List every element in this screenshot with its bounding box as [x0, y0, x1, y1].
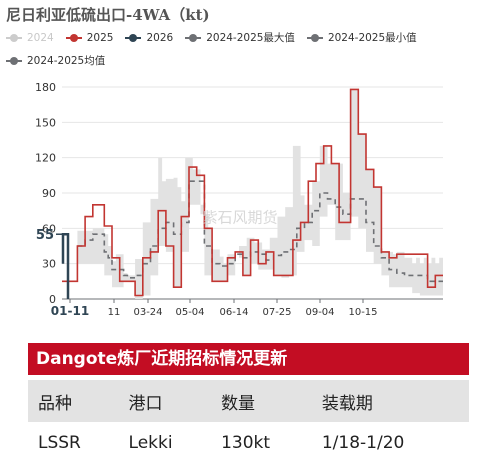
latest-value-label: 55: [36, 228, 54, 243]
x-tick-label: 10-15: [348, 307, 377, 318]
series-2026-line: [61, 232, 70, 299]
series-2025-line: [62, 88, 443, 297]
legend-swatch: [125, 33, 142, 43]
x-tick-label: 01-11: [51, 304, 89, 318]
y-tick-label: 0: [49, 293, 56, 306]
legend-row-2: 2024-2025均值: [6, 53, 117, 68]
y-tick-label: 30: [42, 258, 56, 271]
y-tick-label: 90: [42, 187, 56, 200]
table-cell: Lekki: [118, 422, 212, 464]
table-cell: 1/18-1/20: [311, 422, 469, 464]
table-title: Dangote炼厂近期招标情况更新: [28, 343, 469, 375]
mean-line: [77, 180, 443, 283]
x-tick-label: 05-04: [175, 307, 204, 318]
x-tick-label: 06-14: [219, 307, 248, 318]
tender-table: 品种 港口 数量 装载期 LSSR Lekki 130kt 1/18-1/20: [28, 380, 469, 464]
legend-item-min[interactable]: 2024-2025最小值: [306, 30, 417, 45]
x-tick-label: 03-24: [133, 307, 162, 318]
legend-item-2025[interactable]: 2025: [65, 32, 113, 44]
y-tick-label: 60: [42, 222, 56, 235]
y-tick-label: 180: [35, 81, 56, 94]
watermark-text: 紫石风期货: [202, 208, 277, 226]
legend-swatch: [185, 33, 202, 43]
column-header: 港口: [118, 380, 212, 422]
table-header-row: 品种 港口 数量 装载期: [28, 380, 469, 422]
legend-item-2026[interactable]: 2026: [125, 32, 173, 44]
y-tick-label: 150: [35, 116, 56, 129]
legend-item-max[interactable]: 2024-2025最大值: [185, 30, 295, 45]
legend-item-mean[interactable]: 2024-2025均值: [6, 53, 105, 68]
table-row: LSSR Lekki 130kt 1/18-1/20: [28, 422, 469, 464]
legend-item-2024[interactable]: 2024: [6, 32, 54, 44]
x-tick-label: 09-04: [305, 307, 334, 318]
legend-swatch: [6, 33, 22, 43]
x-tick-label: 07-25: [262, 307, 291, 318]
legend-swatch: [306, 33, 323, 43]
table-cell: LSSR: [28, 422, 119, 464]
legend-swatch: [65, 33, 82, 43]
y-tick-label: 120: [35, 152, 56, 165]
min-max-band: [77, 89, 444, 300]
column-header: 装载期: [311, 380, 469, 422]
chart-title: 尼日利亚低硫出口-4WA（kt): [6, 6, 210, 24]
chart-plot: 0 30 60 90 120 150 180 55 01-11 11 03-24 05-04 06-14…: [35, 81, 444, 318]
legend-swatch: [6, 56, 22, 66]
column-header: 数量: [211, 380, 312, 422]
x-tick-label: 11: [108, 307, 121, 318]
table-cell: 130kt: [211, 422, 312, 464]
column-header: 品种: [28, 380, 119, 422]
legend: 2024 2025 2026 2024-2025最大值 2024-2025最小值: [6, 30, 429, 45]
